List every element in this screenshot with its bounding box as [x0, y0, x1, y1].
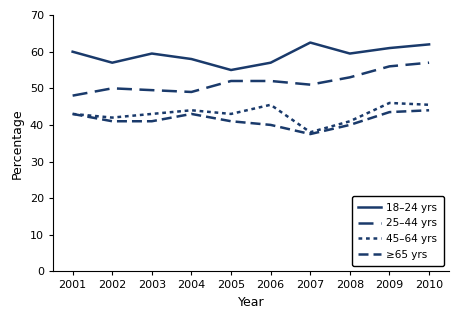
Line: 18–24 yrs: 18–24 yrs	[73, 43, 428, 70]
18–24 yrs	[109, 61, 115, 65]
25–44 yrs	[425, 61, 431, 65]
18–24 yrs	[347, 52, 352, 55]
Legend: 18–24 yrs, 25–44 yrs, 45–64 yrs, ≥65 yrs: 18–24 yrs, 25–44 yrs, 45–64 yrs, ≥65 yrs	[351, 196, 443, 266]
45–64 yrs	[149, 112, 154, 116]
Line: ≥65 yrs: ≥65 yrs	[73, 110, 428, 134]
45–64 yrs	[267, 103, 273, 107]
18–24 yrs	[228, 68, 233, 72]
45–64 yrs	[425, 103, 431, 107]
≥65 yrs	[425, 108, 431, 112]
45–64 yrs	[188, 108, 194, 112]
≥65 yrs	[109, 119, 115, 123]
45–64 yrs	[109, 116, 115, 119]
Line: 45–64 yrs: 45–64 yrs	[73, 103, 428, 132]
Line: 25–44 yrs: 25–44 yrs	[73, 63, 428, 96]
≥65 yrs	[70, 112, 75, 116]
25–44 yrs	[386, 64, 392, 68]
25–44 yrs	[267, 79, 273, 83]
≥65 yrs	[228, 119, 233, 123]
25–44 yrs	[307, 83, 312, 87]
25–44 yrs	[188, 90, 194, 94]
45–64 yrs	[70, 112, 75, 116]
18–24 yrs	[188, 57, 194, 61]
X-axis label: Year: Year	[237, 296, 263, 309]
25–44 yrs	[149, 88, 154, 92]
≥65 yrs	[188, 112, 194, 116]
≥65 yrs	[149, 119, 154, 123]
≥65 yrs	[347, 123, 352, 127]
18–24 yrs	[70, 50, 75, 54]
≥65 yrs	[307, 132, 312, 136]
25–44 yrs	[109, 86, 115, 90]
≥65 yrs	[267, 123, 273, 127]
18–24 yrs	[149, 52, 154, 55]
45–64 yrs	[386, 101, 392, 105]
45–64 yrs	[347, 119, 352, 123]
≥65 yrs	[386, 110, 392, 114]
18–24 yrs	[425, 43, 431, 46]
25–44 yrs	[347, 76, 352, 79]
18–24 yrs	[307, 41, 312, 44]
25–44 yrs	[228, 79, 233, 83]
18–24 yrs	[267, 61, 273, 65]
18–24 yrs	[386, 46, 392, 50]
Y-axis label: Percentage: Percentage	[11, 108, 24, 179]
25–44 yrs	[70, 94, 75, 98]
45–64 yrs	[228, 112, 233, 116]
45–64 yrs	[307, 130, 312, 134]
